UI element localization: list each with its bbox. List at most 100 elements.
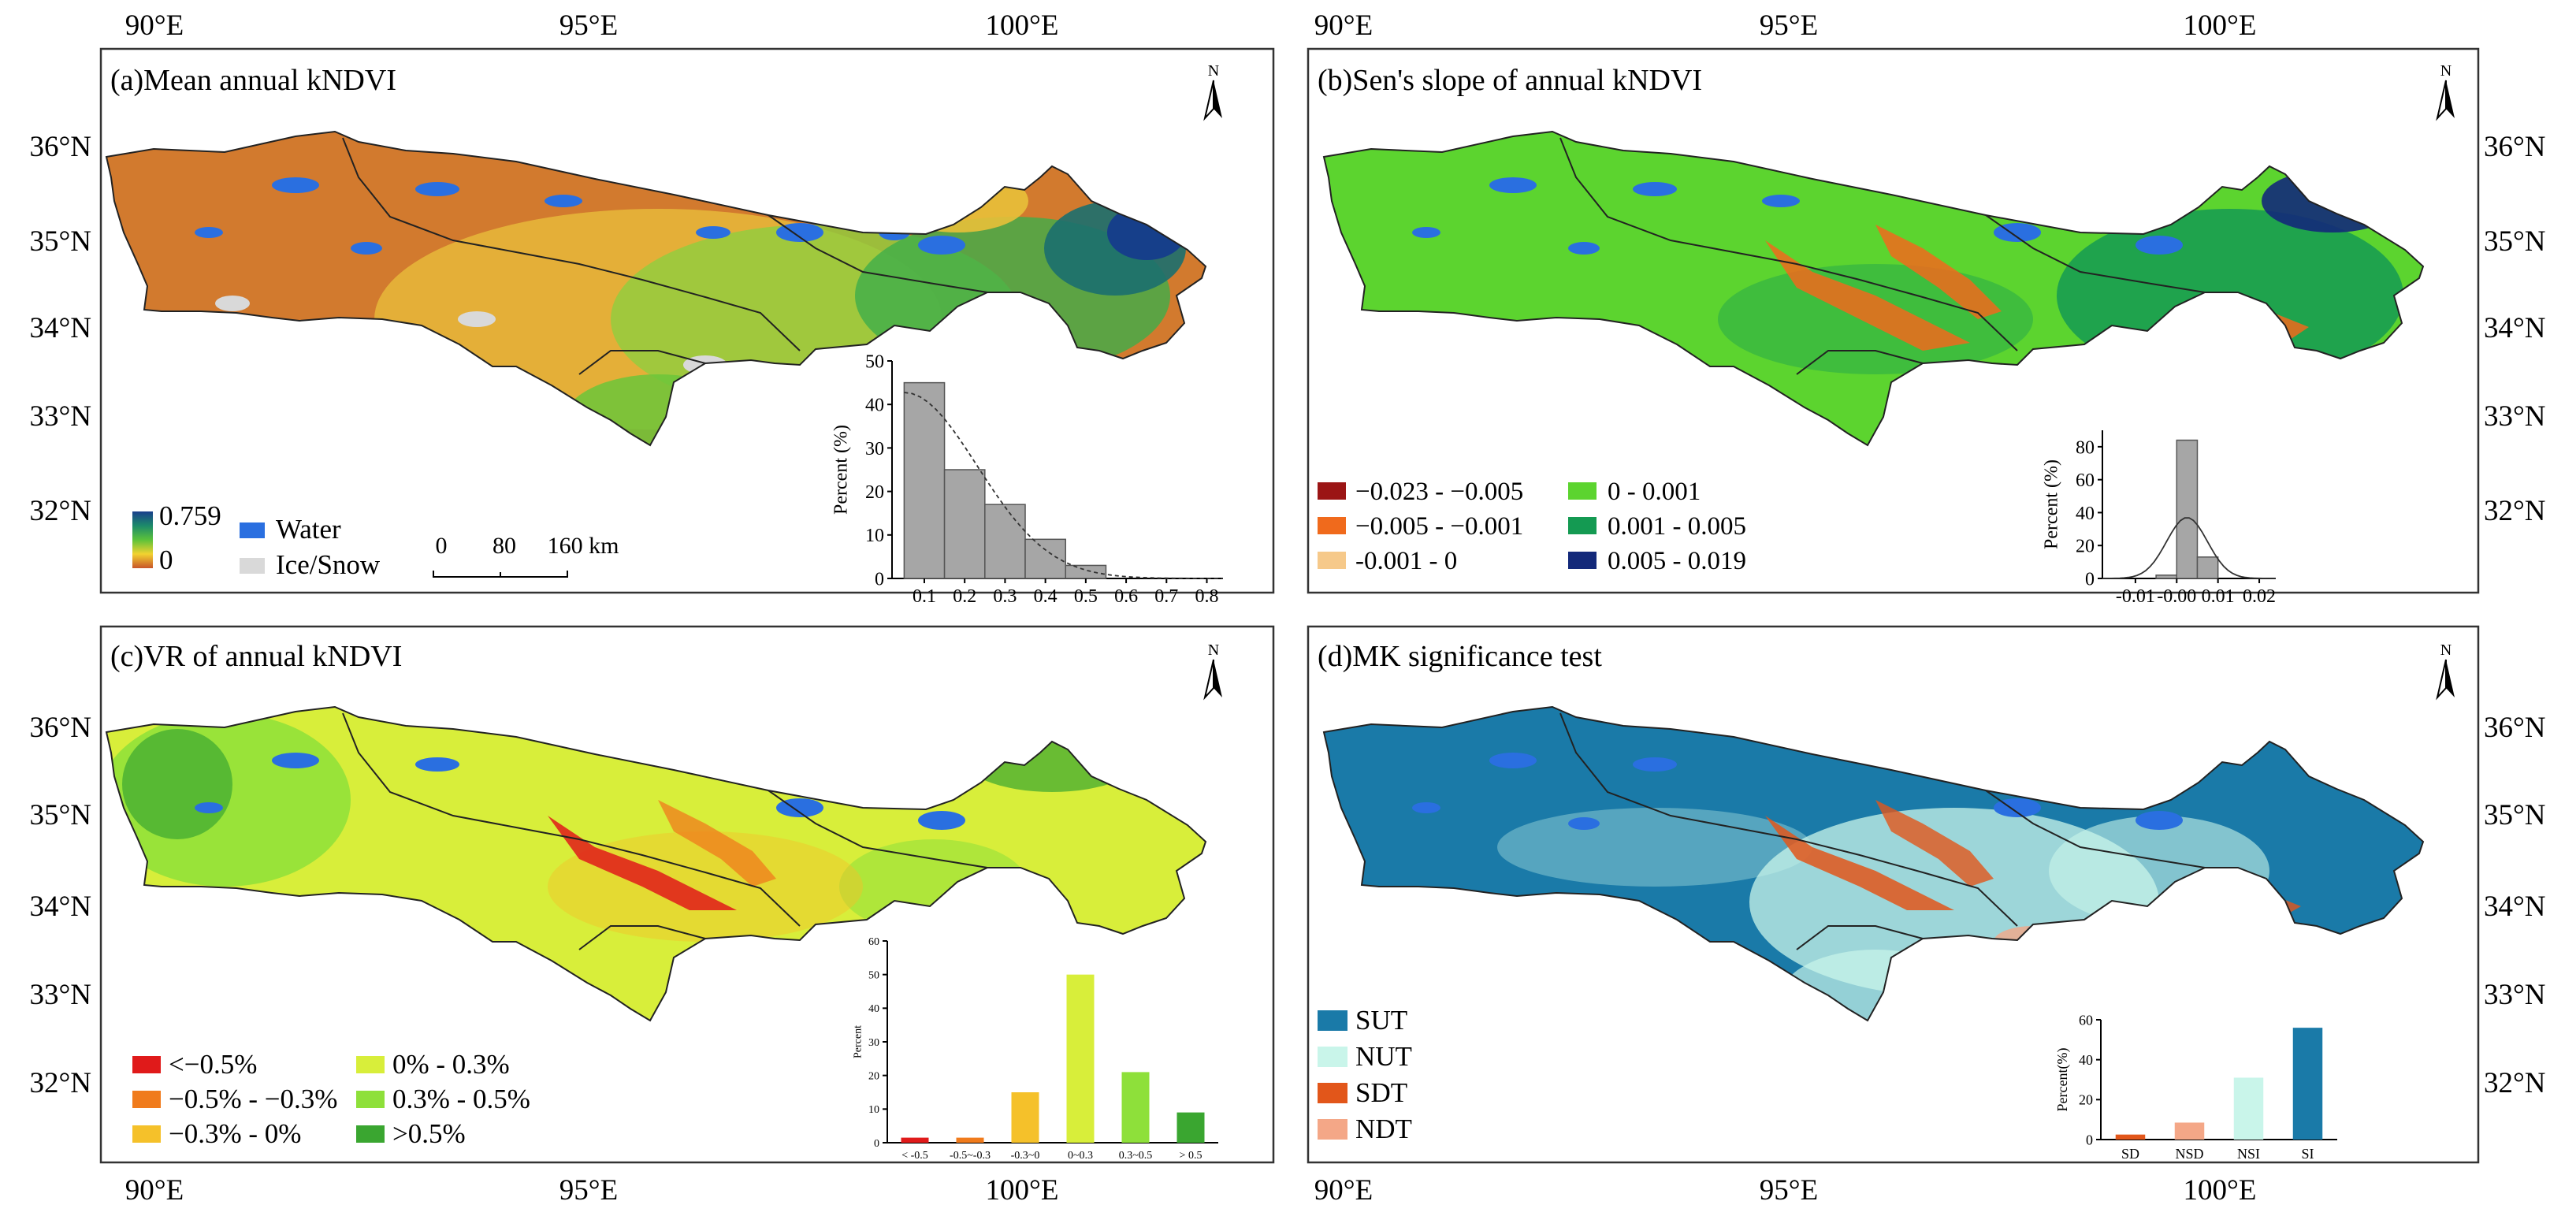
histogram-bar [1176,1112,1205,1143]
x-tick-label: SI [2301,1146,2314,1162]
lat-label: 36°N [29,131,91,163]
y-tick-label: 60 [868,936,879,948]
y-tick-label: 50 [865,351,884,372]
top-longitude-labels: 90°E 95°E 100°E 90°E 95°E 100°E [125,9,2257,42]
y-tick-label: 40 [2079,1052,2093,1068]
histogram-bar [2292,1028,2323,1140]
legend-swatch [356,1091,385,1108]
legend-swatch [1568,517,1597,534]
lon-label: 100°E [986,1174,1059,1207]
legend-swatch [1318,482,1346,500]
y-tick-label: 10 [865,526,884,546]
histogram-bar [1066,974,1095,1143]
lon-label: 95°E [1760,1174,1818,1207]
y-tick-label: 0 [875,569,884,589]
histogram-bar [2176,439,2199,579]
y-tick-label: 20 [2079,1092,2093,1108]
panel-title: (d)MK significance test [1318,640,1602,673]
lon-label: 95°E [559,1174,618,1207]
x-tick-label: 0.3 [993,586,1017,607]
y-axis-label: Percent(%) [2054,1048,2071,1112]
histogram-c: 0 10 20 30 40 50 60 Percent < -0.5 -0.5~-0.3 -0.3~… [852,936,1218,1162]
lon-label: 95°E [1760,9,1818,42]
y-tick-label: 10 [868,1104,879,1116]
x-tick-label: > 0.5 [1180,1150,1203,1162]
left-latitude-labels-lower: 36°N 35°N 34°N 33°N 32°N [29,712,91,1099]
lat-label: 35°N [2484,799,2546,831]
y-axis-label: Percent (%) [2041,459,2061,549]
legend-swatch [132,1091,161,1108]
colorbar-max: 0.759 [159,500,221,531]
legend-label: 0% - 0.3% [392,1049,510,1080]
x-tick-label: NSD [2175,1146,2203,1162]
lat-label: 32°N [2484,1067,2546,1099]
legend-label: -0.001 - 0 [1355,547,1457,575]
ice-snow-swatch [240,558,265,574]
x-tick-label: 0.8 [1195,586,1219,607]
bottom-longitude-labels: 90°E 95°E 100°E 90°E 95°E 100°E [125,1174,2257,1207]
panel-title: (a)Mean annual kNDVI [110,64,396,97]
x-tick-label: 0~0.3 [1068,1150,1093,1162]
legend-label: −0.5% - −0.3% [169,1084,337,1114]
legend-swatch [132,1056,161,1073]
north-label: N [1208,62,1219,80]
vr-legend: <−0.5% 0% - 0.3% −0.5% - −0.3% 0.3% - 0.… [132,1049,530,1149]
legend-swatch [356,1056,385,1073]
histogram-bar [1065,564,1107,579]
y-tick-label: 0 [2085,569,2095,589]
lon-label: 100°E [2184,9,2257,42]
legend-label: 0.3% - 0.5% [392,1084,530,1114]
north-label: N [2440,641,2451,659]
north-arrow: N [1203,641,1222,701]
histogram-bar [1121,1072,1150,1143]
y-tick-label: 30 [865,439,884,459]
fitted-curve [904,392,1223,579]
y-tick-label: 20 [868,1071,879,1083]
histogram-bar [2155,575,2178,579]
histogram-bar [901,1137,929,1143]
y-tick-label: 0 [874,1138,879,1150]
y-tick-label: 40 [865,396,884,416]
lat-label: 36°N [2484,712,2546,744]
x-tick-label: 0.3~0.5 [1119,1150,1153,1162]
histogram-bar [1024,538,1066,579]
histogram-a: 0 10 20 30 40 50 Percent (%) 0.1 0.2 0.3 0.4 0.5 0.6… [831,351,1223,607]
lat-label: 33°N [2484,400,2546,433]
lat-label: 32°N [2484,495,2546,527]
lon-label: 90°E [1314,1174,1373,1207]
legend-label: 0 - 0.001 [1608,478,1701,506]
lon-label: 100°E [986,9,1059,42]
colorbar-min: 0 [159,545,173,575]
water-swatch [240,522,265,538]
lon-label: 95°E [559,9,618,42]
scale-label: 160 km [548,533,619,559]
north-arrow: N [2436,62,2455,121]
histogram-d: 0 20 40 60 Percent(%) SD NSD NSI SI [2054,1012,2337,1162]
y-axis-label: Percent [852,1025,864,1058]
north-label: N [1208,641,1219,659]
north-arrow: N [2436,641,2455,701]
panel-b: (b)Sen's slope of annual kNDVI N [1307,47,2480,607]
y-tick-label: 0 [2086,1132,2093,1147]
right-latitude-labels-upper: 36°N 35°N 34°N 33°N 32°N [2484,131,2546,527]
north-arrow: N [1203,62,1222,121]
y-tick-label: 80 [2076,437,2095,458]
x-tick-label: < -0.5 [901,1150,928,1162]
x-tick-label: NSI [2237,1146,2260,1162]
scale-label: 80 [493,533,516,559]
lat-label: 32°N [29,1067,91,1099]
legend-swatch [356,1125,385,1143]
legend-label: −0.023 - −0.005 [1355,478,1523,506]
legend-label: NDT [1355,1114,1412,1144]
water-label: Water [276,514,341,545]
colorbar-gradient [132,511,153,568]
y-tick-label: 20 [2076,537,2095,557]
x-tick-label: 0.7 [1154,586,1178,607]
histogram-bar [2174,1122,2205,1140]
y-tick-label: 40 [2076,504,2095,524]
legend-swatch [132,1125,161,1143]
histogram-bar [2196,556,2219,579]
histogram-bar [943,469,986,579]
legend-label: −0.3% - 0% [169,1118,301,1149]
